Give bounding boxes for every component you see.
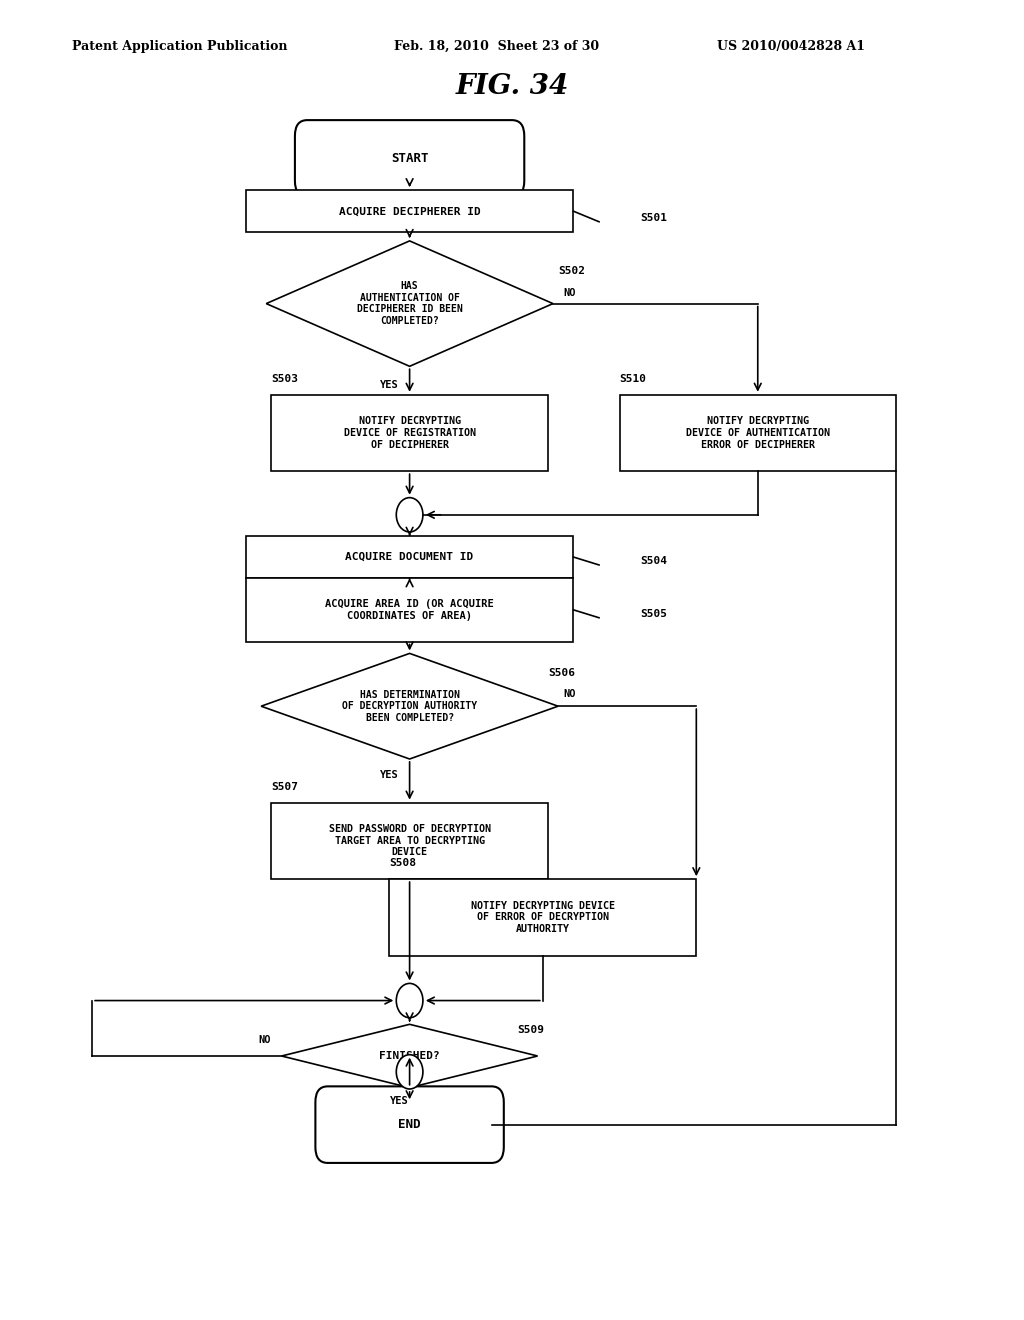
Text: S507: S507 — [271, 781, 298, 792]
FancyBboxPatch shape — [315, 1086, 504, 1163]
Text: Patent Application Publication: Patent Application Publication — [72, 40, 287, 53]
Text: ACQUIRE AREA ID (OR ACQUIRE
COORDINATES OF AREA): ACQUIRE AREA ID (OR ACQUIRE COORDINATES … — [326, 599, 494, 620]
Text: S503: S503 — [271, 374, 298, 384]
Polygon shape — [271, 803, 548, 879]
Text: SEND PASSWORD OF DECRYPTION
TARGET AREA TO DECRYPTING
DEVICE: SEND PASSWORD OF DECRYPTION TARGET AREA … — [329, 824, 490, 858]
Polygon shape — [246, 536, 573, 578]
Text: S504: S504 — [640, 556, 667, 566]
Text: ACQUIRE DOCUMENT ID: ACQUIRE DOCUMENT ID — [345, 552, 474, 562]
Text: NOTIFY DECRYPTING
DEVICE OF AUTHENTICATION
ERROR OF DECIPHERER: NOTIFY DECRYPTING DEVICE OF AUTHENTICATI… — [686, 416, 829, 450]
Polygon shape — [246, 190, 573, 232]
Polygon shape — [620, 395, 896, 471]
Text: US 2010/0042828 A1: US 2010/0042828 A1 — [717, 40, 865, 53]
Polygon shape — [261, 653, 558, 759]
Text: FINISHED?: FINISHED? — [379, 1051, 440, 1061]
Text: HAS DETERMINATION
OF DECRYPTION AUTHORITY
BEEN COMPLETED?: HAS DETERMINATION OF DECRYPTION AUTHORIT… — [342, 689, 477, 723]
Text: HAS
AUTHENTICATION OF
DECIPHERER ID BEEN
COMPLETED?: HAS AUTHENTICATION OF DECIPHERER ID BEEN… — [356, 281, 463, 326]
Text: ACQUIRE DECIPHERER ID: ACQUIRE DECIPHERER ID — [339, 206, 480, 216]
Text: NO: NO — [259, 1035, 271, 1045]
Text: Feb. 18, 2010  Sheet 23 of 30: Feb. 18, 2010 Sheet 23 of 30 — [394, 40, 599, 53]
Text: S506: S506 — [548, 668, 574, 678]
Text: NO: NO — [563, 689, 575, 700]
Text: S509: S509 — [517, 1024, 544, 1035]
Text: END: END — [398, 1118, 421, 1131]
Text: START: START — [391, 152, 428, 165]
Text: S508: S508 — [389, 858, 416, 869]
Text: S502: S502 — [558, 265, 585, 276]
Polygon shape — [389, 879, 696, 956]
FancyBboxPatch shape — [295, 120, 524, 197]
Circle shape — [396, 1055, 423, 1089]
Text: S505: S505 — [640, 609, 667, 619]
Circle shape — [396, 498, 423, 532]
Text: YES: YES — [390, 1096, 409, 1106]
Text: NOTIFY DECRYPTING
DEVICE OF REGISTRATION
OF DECIPHERER: NOTIFY DECRYPTING DEVICE OF REGISTRATION… — [344, 416, 475, 450]
Text: NO: NO — [563, 288, 575, 298]
Polygon shape — [246, 578, 573, 642]
Text: NOTIFY DECRYPTING DEVICE
OF ERROR OF DECRYPTION
AUTHORITY: NOTIFY DECRYPTING DEVICE OF ERROR OF DEC… — [471, 900, 614, 935]
Polygon shape — [282, 1024, 538, 1088]
Text: S510: S510 — [620, 374, 646, 384]
Text: S501: S501 — [640, 213, 667, 223]
Polygon shape — [266, 242, 553, 366]
Polygon shape — [271, 395, 548, 471]
Text: FIG. 34: FIG. 34 — [456, 73, 568, 99]
Circle shape — [396, 983, 423, 1018]
Text: YES: YES — [380, 380, 398, 389]
Text: YES: YES — [380, 770, 398, 780]
